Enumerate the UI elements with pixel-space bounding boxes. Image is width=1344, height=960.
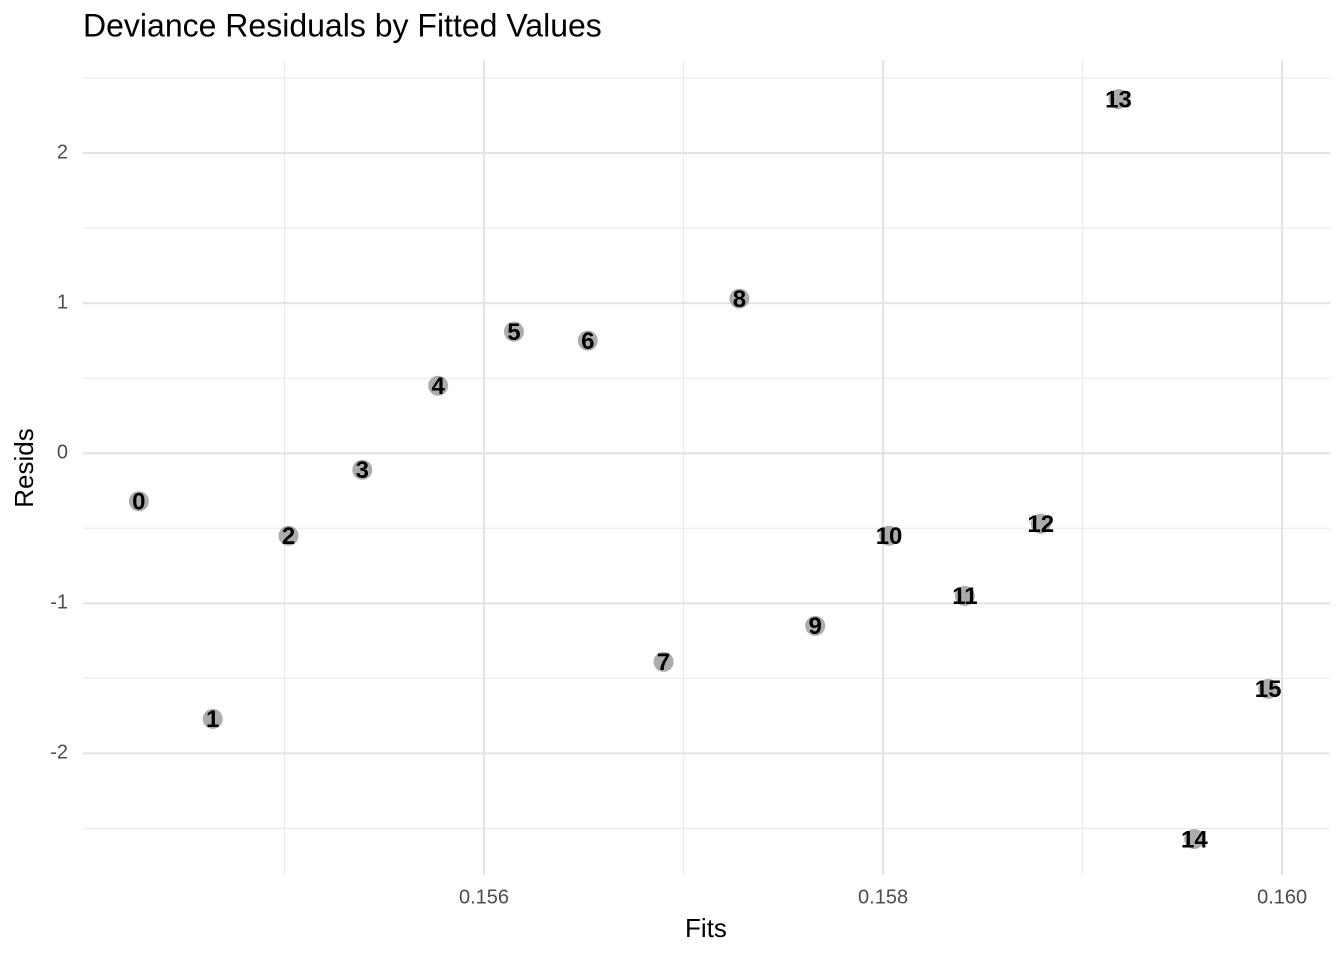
y-tick-label: -2 <box>50 742 68 764</box>
point-label: 7 <box>657 649 670 676</box>
point-label: 1 <box>206 706 219 733</box>
point <box>1184 828 1205 849</box>
point <box>503 321 524 342</box>
point-label: 10 <box>876 523 903 550</box>
point <box>128 491 149 512</box>
point-label: 13 <box>1105 86 1132 113</box>
point <box>202 708 223 729</box>
point <box>653 651 674 672</box>
point-label: 9 <box>809 613 822 640</box>
point <box>805 615 826 636</box>
point-label: 2 <box>282 523 295 550</box>
x-tick-label: 0.158 <box>858 886 908 908</box>
point <box>428 375 449 396</box>
point-label: 11 <box>952 583 977 610</box>
y-tick-label: 0 <box>57 442 68 464</box>
point <box>954 585 975 606</box>
x-tick-label: 0.156 <box>459 886 509 908</box>
point <box>729 288 750 309</box>
y-tick-label: 1 <box>57 291 68 313</box>
point <box>1030 513 1051 534</box>
y-tick-label: 2 <box>57 141 68 163</box>
point <box>1108 89 1129 110</box>
x-tick-label: 0.160 <box>1257 886 1307 908</box>
point-label: 0 <box>132 489 145 516</box>
point-label: 14 <box>1181 826 1208 853</box>
point-label: 6 <box>581 328 594 355</box>
point-label: 15 <box>1255 676 1282 703</box>
chart-title: Deviance Residuals by Fitted Values <box>83 7 602 43</box>
point <box>278 525 299 546</box>
point <box>1258 678 1279 699</box>
y-axis-title: Resids <box>9 428 39 507</box>
point <box>352 459 373 480</box>
point-label: 5 <box>507 319 520 346</box>
x-axis-title: Fits <box>685 913 727 943</box>
y-tick-label: -1 <box>50 592 68 614</box>
point <box>577 330 598 351</box>
point <box>879 525 900 546</box>
point-label: 3 <box>356 457 369 484</box>
point-label: 8 <box>733 286 746 313</box>
point-label: 4 <box>431 373 445 400</box>
point-label: 12 <box>1027 511 1054 538</box>
